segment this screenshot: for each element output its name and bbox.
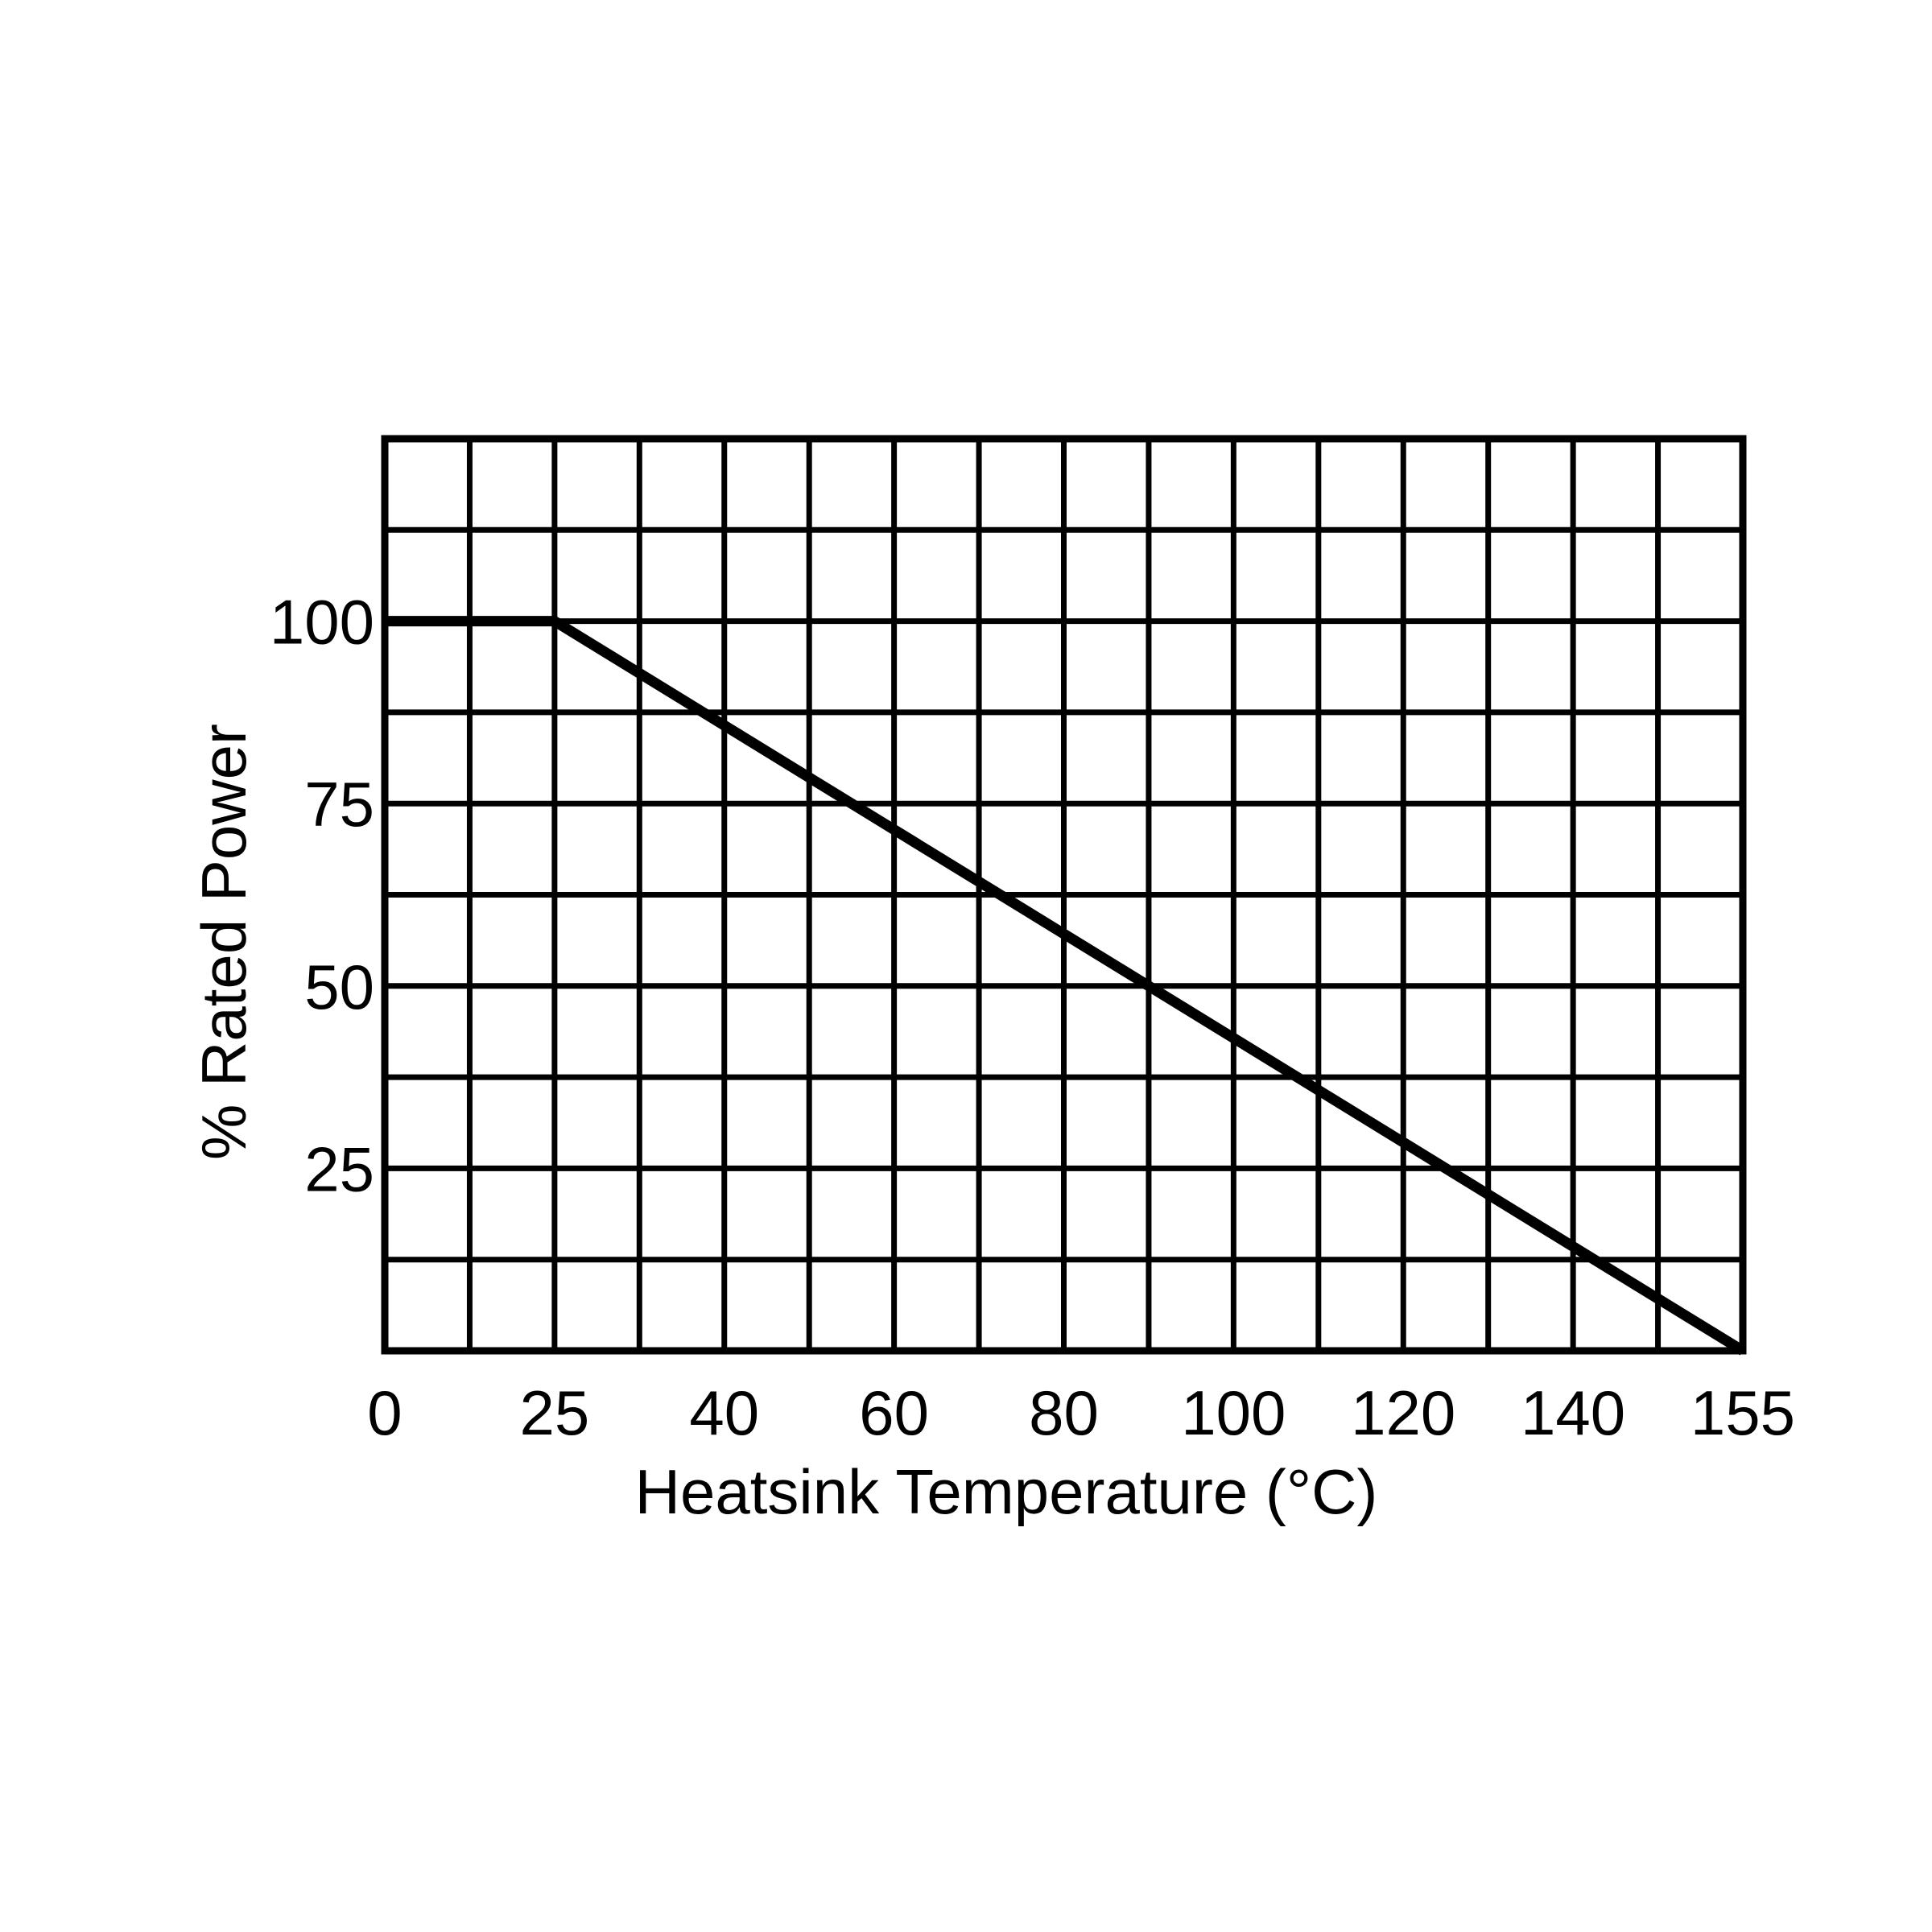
plot-frame xyxy=(381,435,1747,1355)
grid xyxy=(381,435,1747,1355)
y-tick-label: 100 xyxy=(270,587,374,658)
x-tick-labels: 0 25 40 60 80 100 120 140 155 xyxy=(367,1377,1795,1448)
x-tick-label: 40 xyxy=(689,1377,759,1448)
x-tick-label: 25 xyxy=(519,1377,589,1448)
x-tick-label: 60 xyxy=(859,1377,929,1448)
y-tick-label: 50 xyxy=(304,952,374,1022)
y-tick-label: 25 xyxy=(304,1133,374,1204)
x-tick-label: 120 xyxy=(1351,1377,1455,1448)
x-tick-label: 100 xyxy=(1181,1377,1286,1448)
y-tick-labels: 25 50 75 100 xyxy=(270,587,374,1205)
y-tick-label: 75 xyxy=(304,769,374,840)
x-tick-label: 80 xyxy=(1029,1377,1099,1448)
series xyxy=(385,616,1746,1356)
x-tick-label: 155 xyxy=(1690,1377,1795,1448)
x-axis-label: Heatsink Temperature (°C) xyxy=(635,1456,1378,1527)
derating-curve xyxy=(385,616,1746,1356)
y-axis-label: % Rated Power xyxy=(188,724,259,1160)
x-tick-label: 0 xyxy=(367,1377,402,1448)
x-tick-label: 140 xyxy=(1521,1377,1625,1448)
